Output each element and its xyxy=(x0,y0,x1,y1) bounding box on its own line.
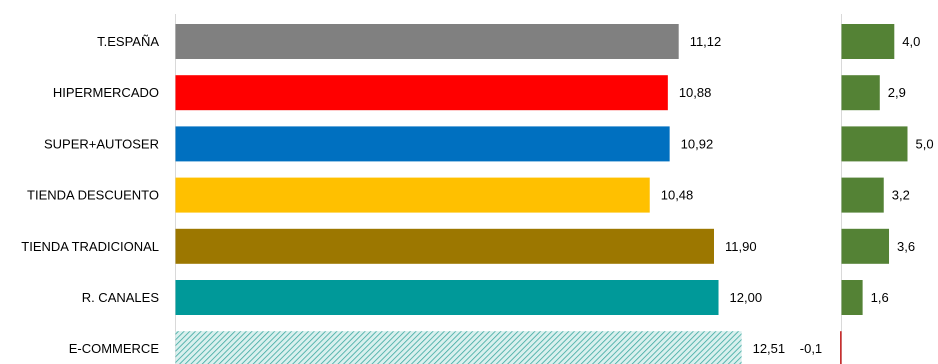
change-label-r-canales: 1,6 xyxy=(871,290,889,305)
bar-r-canales xyxy=(175,280,719,315)
bar-change-tienda-descuento xyxy=(841,177,884,213)
bar-super-autoser xyxy=(175,126,670,162)
bar-hipermercado xyxy=(175,75,668,111)
bar-t-espa-a xyxy=(175,24,679,59)
category-label-e-commerce: E-COMMERCE xyxy=(69,341,160,356)
bar-change-hipermercado xyxy=(841,75,880,111)
value-label-r-canales: 12,00 xyxy=(730,290,763,305)
bar-change-tienda-tradicional xyxy=(841,228,890,264)
change-label-super-autoser: 5,0 xyxy=(916,136,934,151)
category-label-super-autoser: SUPER+AUTOSER xyxy=(44,136,159,151)
change-label-tienda-descuento: 3,2 xyxy=(892,188,910,203)
bar-change-r-canales xyxy=(841,280,863,315)
category-label-r-canales: R. CANALES xyxy=(82,290,160,305)
category-label-tienda-descuento: TIENDA DESCUENTO xyxy=(27,188,159,203)
bar-e-commerce xyxy=(175,331,742,364)
value-label-t-espa-a: 11,12 xyxy=(690,34,722,49)
change-label-hipermercado: 2,9 xyxy=(888,85,906,100)
value-label-super-autoser: 10,92 xyxy=(681,136,714,151)
bar-change-t-espa-a xyxy=(841,24,895,59)
value-label-tienda-descuento: 10,48 xyxy=(661,188,694,203)
change-label-t-espa-a: 4,0 xyxy=(902,34,920,49)
bar-tienda-tradicional xyxy=(175,228,714,264)
change-label-tienda-tradicional: 3,6 xyxy=(897,239,915,254)
category-label-tienda-tradicional: TIENDA TRADICIONAL xyxy=(21,239,159,254)
value-label-hipermercado: 10,88 xyxy=(679,85,712,100)
left-bar-panel: 11,12 10,88 10,92 10,48 11,90 12,00 12,51 xyxy=(175,14,786,364)
bar-tienda-descuento xyxy=(175,177,650,213)
bar-change-super-autoser xyxy=(841,126,908,162)
category-label-hipermercado: HIPERMERCADO xyxy=(53,85,159,100)
right-bar-panel: 4,0 2,9 5,0 3,2 3,6 1,6 -0,1 xyxy=(800,14,934,364)
bar-change-e-commerce xyxy=(840,331,842,364)
category-labels: T.ESPAÑA HIPERMERCADO SUPER+AUTOSER TIENDA … xyxy=(21,34,159,356)
value-label-e-commerce: 12,51 xyxy=(753,341,786,356)
category-label-t-espa-a: T.ESPAÑA xyxy=(97,34,159,49)
value-label-tienda-tradicional: 11,90 xyxy=(725,239,757,254)
change-label-e-commerce: -0,1 xyxy=(800,341,822,356)
